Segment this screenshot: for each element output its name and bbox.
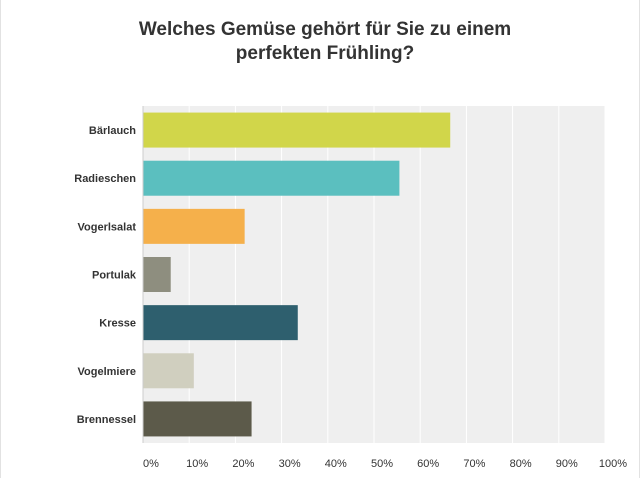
x-tick-label: 0% [143,458,159,470]
x-tick-label: 80% [510,458,532,470]
x-tick-label: 90% [556,458,578,470]
category-label: Vogerlsalat [78,221,137,233]
category-label: Kresse [99,318,136,330]
bar-6 [143,401,252,437]
category-label: Bärlauch [89,125,136,137]
x-tick-label: 20% [232,458,254,470]
bar-5 [143,353,194,389]
category-label: Portulak [92,270,137,282]
bar-3 [143,257,171,292]
x-tick-label: 10% [186,458,208,470]
chart-title-line-2: perfekten Frühling? [235,43,415,64]
bar-4 [143,305,298,341]
chart-title-line-1: Welches Gemüse gehört für Sie zu einem [138,19,512,40]
x-tick-label: 50% [371,458,393,470]
x-tick-label: 100% [599,458,627,470]
bar-0 [143,112,451,148]
x-tick-label: 30% [279,458,301,470]
x-tick-label: 60% [417,458,439,470]
category-label: Vogelmiere [78,366,137,378]
bar-1 [143,160,400,196]
x-tick-label: 70% [463,458,485,470]
bar-2 [143,208,245,244]
category-label: Brennessel [77,414,136,426]
chart-title: Welches Gemüse gehört für Sie zu einem p… [60,18,590,66]
x-tick-label: 40% [325,458,347,470]
category-label: Radieschen [74,173,136,185]
